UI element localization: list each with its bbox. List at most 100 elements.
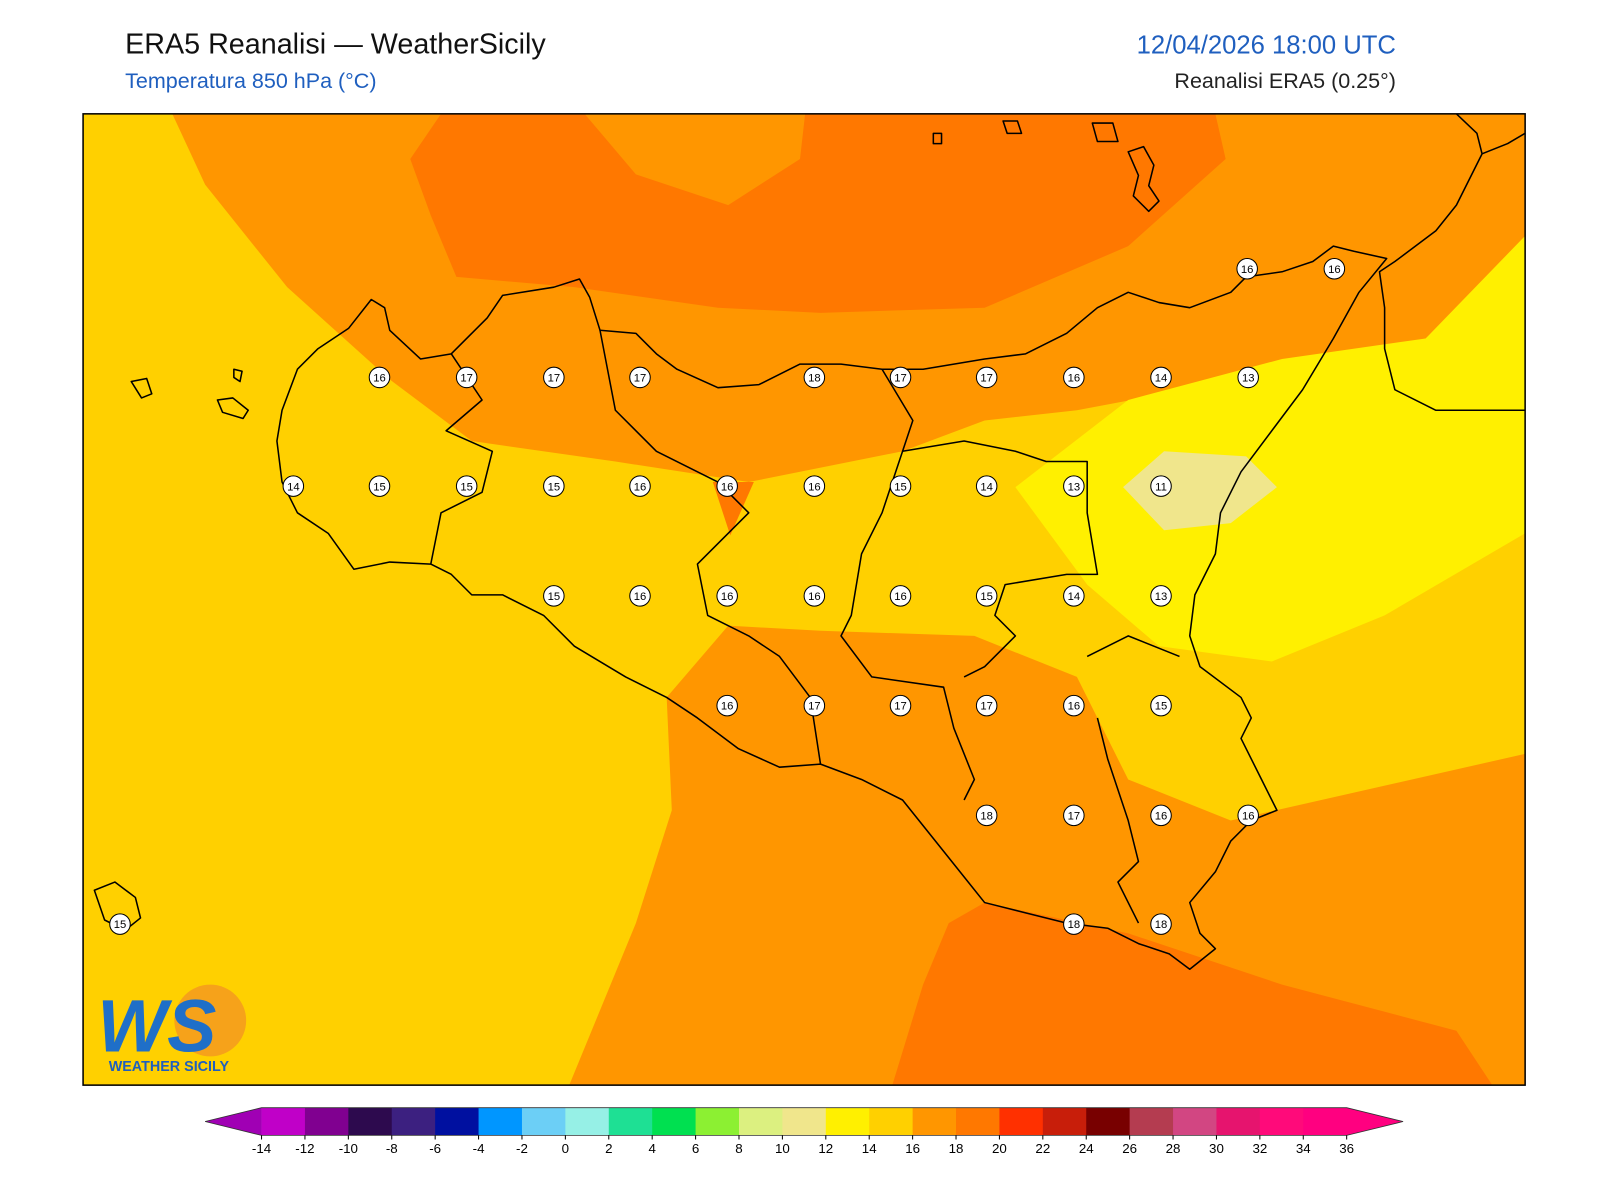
colorbar-tick-label: 30 <box>1209 1141 1224 1156</box>
colorbar-bin <box>1303 1107 1348 1136</box>
station-value: 16 <box>721 591 734 603</box>
station-marker <box>109 913 131 935</box>
station-value: 15 <box>980 591 993 603</box>
colorbar-tick-label: -14 <box>252 1141 272 1156</box>
station-marker <box>543 366 565 389</box>
station-value: 16 <box>1242 810 1255 822</box>
colorbar-over <box>1346 1107 1404 1136</box>
islands <box>93 120 1160 932</box>
station-value: 16 <box>1155 810 1168 822</box>
field <box>569 625 1526 1086</box>
colorbar-bin <box>1086 1107 1131 1136</box>
station-value: 14 <box>1155 373 1168 385</box>
station-value: 16 <box>721 481 734 493</box>
station-value: 18 <box>1068 919 1081 931</box>
colorbar-bin <box>1259 1107 1304 1136</box>
colorbar-bin <box>261 1107 306 1136</box>
colorbar-bin <box>652 1107 697 1136</box>
station-marker <box>975 804 998 827</box>
station-value: 16 <box>1068 701 1081 713</box>
colorbar-tick-label: 28 <box>1166 1141 1181 1156</box>
station-marker <box>716 694 738 717</box>
colorbar-bin <box>1216 1107 1261 1136</box>
logo-mark: WS <box>97 984 216 1067</box>
station-marker <box>1063 913 1085 935</box>
colorbar-bin <box>521 1107 566 1136</box>
station-value: 14 <box>287 481 300 493</box>
station-marker <box>1150 475 1172 497</box>
station-value: 15 <box>373 481 386 493</box>
station-marker <box>889 694 912 717</box>
station-value: 16 <box>1328 264 1341 276</box>
station-marker <box>1063 366 1085 389</box>
station-marker <box>629 366 651 389</box>
station-marker <box>1237 804 1259 827</box>
station-marker <box>716 475 738 497</box>
station-marker <box>543 475 565 497</box>
colorbar-under <box>205 1107 262 1136</box>
colorbar-tick-label: -10 <box>339 1141 358 1156</box>
colorbar-tick-label: 26 <box>1122 1141 1137 1156</box>
colorbar-bin <box>304 1107 349 1136</box>
colorbar-bin <box>912 1107 957 1136</box>
station-marker <box>803 475 826 497</box>
station-value: 15 <box>114 919 127 931</box>
station-marker <box>282 475 305 497</box>
province-border <box>430 330 1180 924</box>
station-value: 14 <box>1068 591 1081 603</box>
station-marker <box>803 694 826 717</box>
station-marker <box>889 366 912 389</box>
colorbar-bin <box>608 1107 653 1136</box>
station-value: 16 <box>1241 264 1254 276</box>
colorbar-bin <box>1173 1107 1217 1136</box>
station-value: 17 <box>980 701 993 713</box>
logo: WS WEATHER SICILY <box>97 984 247 1075</box>
station-marker <box>1150 366 1172 389</box>
colorbar-tick-label: 6 <box>692 1141 699 1156</box>
station-marker <box>455 366 478 389</box>
colorbar-bin <box>1129 1107 1174 1136</box>
station-marker <box>975 694 998 717</box>
station-marker <box>803 585 826 607</box>
field <box>892 902 1493 1086</box>
colorbar-tick-label: 34 <box>1296 1141 1311 1156</box>
colorbar-bin <box>478 1107 523 1136</box>
colorbar-tick-label: 12 <box>818 1141 833 1156</box>
station-marker <box>1323 257 1346 280</box>
station-value: 17 <box>980 373 993 385</box>
colorbar-tick-label: 22 <box>1035 1141 1050 1156</box>
colorbar-bin <box>391 1107 436 1136</box>
station-marker <box>803 366 826 389</box>
station-value: 15 <box>894 481 907 493</box>
station-value: 16 <box>808 591 821 603</box>
station-value: 17 <box>460 373 473 385</box>
station-marker <box>368 475 391 497</box>
subtitle: Temperatura 850 hPa (°C) <box>125 69 376 93</box>
station-marker <box>889 475 912 497</box>
station-marker <box>629 475 651 497</box>
colorbar-tick-label: -2 <box>516 1141 528 1156</box>
stations: 16 16 16 17 17 17 18 17 17 16 14 13 14 15 15 15 16 16 16 15… <box>109 257 1346 935</box>
station-value: 16 <box>634 481 647 493</box>
colorbar-tick-label: 10 <box>775 1141 790 1156</box>
station-marker <box>975 585 998 607</box>
colorbar-tick-label: -6 <box>429 1141 441 1156</box>
station-value: 17 <box>808 701 821 713</box>
station-marker <box>975 366 998 389</box>
station-marker <box>368 366 391 389</box>
datetime: 12/04/2026 18:00 UTC <box>1137 31 1396 59</box>
colorbar-bin <box>565 1107 610 1136</box>
map <box>83 113 1526 1086</box>
station-value: 16 <box>894 591 907 603</box>
station-marker <box>1150 585 1172 607</box>
colorbar-bin <box>869 1107 914 1136</box>
colorbar-tick-label: 24 <box>1079 1141 1094 1156</box>
station-marker <box>1150 804 1172 827</box>
station-value: 16 <box>373 373 386 385</box>
station-value: 17 <box>634 373 647 385</box>
station-marker <box>1150 694 1172 717</box>
station-marker <box>975 475 998 497</box>
colorbar-tick-label: 18 <box>949 1141 964 1156</box>
field <box>1123 451 1277 531</box>
